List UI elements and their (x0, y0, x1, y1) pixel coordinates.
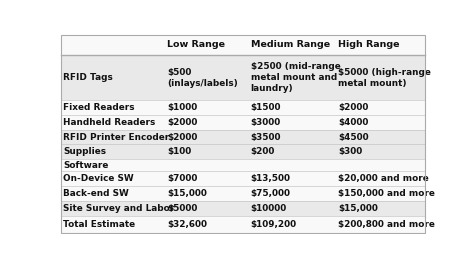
Text: $5000 (high-range
metal mount): $5000 (high-range metal mount) (338, 68, 431, 88)
Text: Handheld Readers: Handheld Readers (64, 118, 155, 127)
Text: Medium Range: Medium Range (251, 41, 330, 49)
Text: High Range: High Range (338, 41, 400, 49)
Text: $100: $100 (167, 147, 191, 156)
Text: Software: Software (64, 161, 109, 170)
Text: $75,000: $75,000 (251, 189, 291, 198)
Text: Back-end SW: Back-end SW (64, 189, 129, 198)
Text: Site Survey and Labor: Site Survey and Labor (64, 204, 174, 213)
Bar (61, 100, 425, 115)
Text: $2500 (mid-range
metal mount and
laundry): $2500 (mid-range metal mount and laundry… (251, 62, 340, 93)
Bar (61, 130, 425, 144)
Text: $200: $200 (251, 147, 275, 156)
Text: $15,000: $15,000 (167, 189, 207, 198)
Text: $10000: $10000 (251, 204, 287, 213)
Text: $150,000 and more: $150,000 and more (338, 189, 435, 198)
Text: $2000: $2000 (167, 133, 197, 141)
Bar (61, 186, 425, 201)
Text: RFID Printer Encoder: RFID Printer Encoder (64, 133, 170, 141)
Text: $200,800 and more: $200,800 and more (338, 220, 435, 229)
Text: Total Estimate: Total Estimate (64, 220, 136, 229)
Bar (61, 171, 425, 186)
Text: $2000: $2000 (167, 118, 197, 127)
Text: $7000: $7000 (167, 174, 197, 183)
Bar (61, 201, 425, 216)
Text: $1000: $1000 (167, 103, 197, 112)
Text: $3500: $3500 (251, 133, 281, 141)
Text: $2000: $2000 (338, 103, 368, 112)
Text: On-Device SW: On-Device SW (64, 174, 134, 183)
Text: $300: $300 (338, 147, 362, 156)
Text: $20,000 and more: $20,000 and more (338, 174, 428, 183)
Text: $32,600: $32,600 (167, 220, 207, 229)
Text: Fixed Readers: Fixed Readers (64, 103, 135, 112)
Text: $4000: $4000 (338, 118, 368, 127)
Text: Low Range: Low Range (167, 41, 225, 49)
Bar (61, 115, 425, 130)
Text: $1500: $1500 (251, 103, 281, 112)
Bar (61, 55, 425, 100)
Bar (61, 216, 425, 233)
Text: Supplies: Supplies (64, 147, 106, 156)
Text: $500
(inlays/labels): $500 (inlays/labels) (167, 68, 237, 88)
Bar (61, 35, 425, 55)
Text: $3000: $3000 (251, 118, 281, 127)
Text: $15,000: $15,000 (338, 204, 378, 213)
Text: RFID Tags: RFID Tags (64, 73, 113, 82)
Text: $13,500: $13,500 (251, 174, 291, 183)
Text: $109,200: $109,200 (251, 220, 297, 229)
Text: $4500: $4500 (338, 133, 368, 141)
Text: $5000: $5000 (167, 204, 197, 213)
Bar (61, 144, 425, 159)
Bar (61, 159, 425, 171)
